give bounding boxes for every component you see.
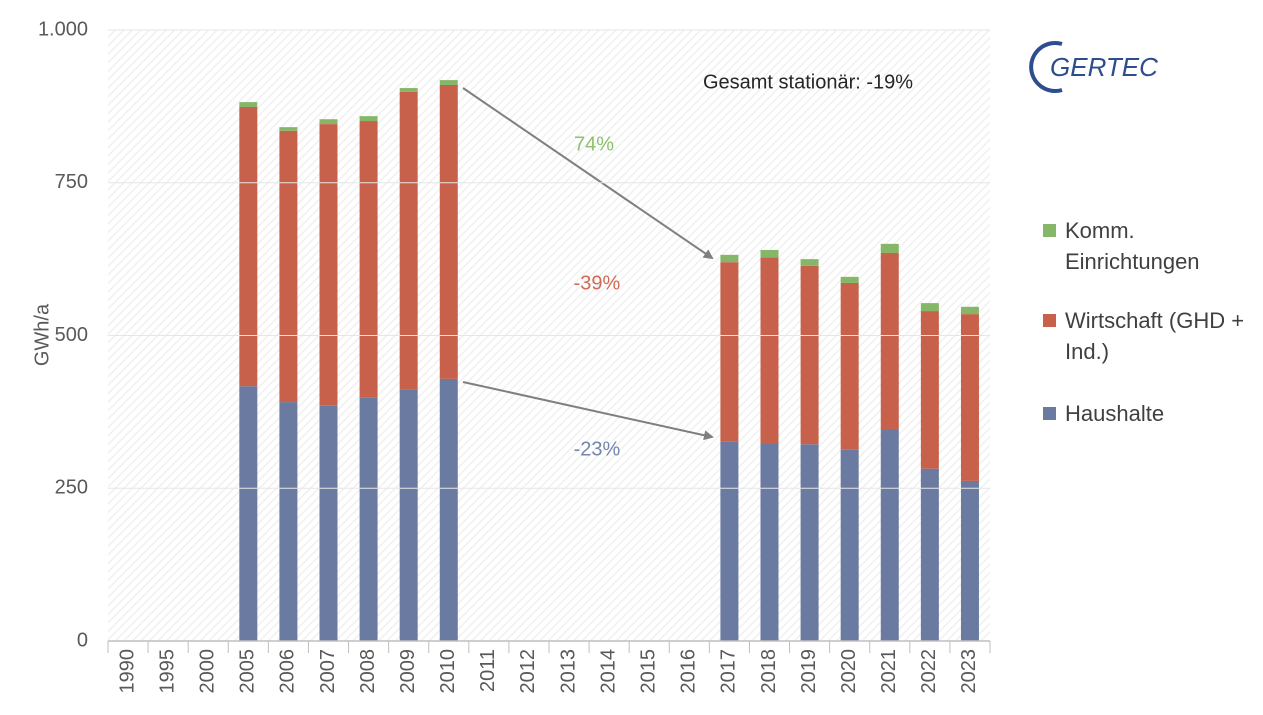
bar-segment (279, 127, 298, 131)
bar-segment (319, 119, 338, 125)
bar-segment (359, 397, 378, 641)
x-tick-label: 2015 (638, 649, 660, 694)
bar-segment (840, 276, 859, 283)
bar-segment (920, 311, 939, 469)
legend-label: Wirtschaft (GHD + Ind.) (1065, 308, 1245, 364)
x-tick-label: 2019 (798, 649, 820, 694)
bar-segment (279, 130, 298, 403)
x-tick-label: 2008 (357, 649, 379, 694)
x-tick-label: 2017 (718, 649, 740, 694)
x-tick-label: 1990 (116, 649, 138, 694)
legend-item: Komm. Einrichtungen (1043, 215, 1258, 277)
bar-segment (880, 253, 899, 429)
bar-segment (279, 402, 298, 641)
bar-segment (439, 80, 458, 85)
bar-segment (840, 282, 859, 450)
x-tick-label: 2022 (918, 649, 940, 694)
y-tick-label: 1.000 (38, 18, 88, 40)
bar-segment (960, 480, 979, 641)
y-tick-label: 0 (77, 629, 88, 651)
bar-segment (239, 106, 258, 387)
legend-item: Haushalte (1043, 398, 1258, 429)
annotation: Gesamt stationär: -19% (703, 71, 913, 93)
x-tick-label: 2012 (517, 649, 539, 694)
bar-segment (399, 91, 418, 390)
bar-segment (359, 121, 378, 398)
x-tick-label: 2010 (437, 649, 459, 694)
bar-segment (760, 249, 779, 258)
legend-label: Haushalte (1065, 401, 1165, 426)
bar-segment (920, 303, 939, 312)
legend-label: Komm. Einrichtungen (1065, 218, 1200, 274)
x-tick-label: 2005 (237, 649, 259, 694)
bar-segment (760, 257, 779, 444)
bar-segment (319, 405, 338, 641)
x-tick-label: 2023 (958, 649, 980, 694)
y-tick-label: 750 (55, 171, 88, 193)
bar-segment (439, 378, 458, 641)
bar-segment (720, 254, 739, 263)
x-tick-label: 2007 (317, 649, 339, 694)
bar-segment (960, 306, 979, 315)
legend-swatch (1043, 407, 1056, 420)
x-tick-label: 2020 (838, 649, 860, 694)
x-tick-label: 2009 (397, 649, 419, 694)
bar-segment (840, 449, 859, 641)
x-tick-label: 2014 (597, 649, 619, 694)
bar-segment (239, 102, 258, 107)
bar-segment (800, 444, 819, 641)
bar-segment (880, 243, 899, 254)
bar-segment (760, 443, 779, 641)
arrow (462, 87, 714, 260)
legend-swatch (1043, 314, 1056, 327)
x-tick-label: 2021 (878, 649, 900, 694)
logo: GERTEC (1050, 52, 1158, 82)
bar-segment (359, 116, 378, 122)
x-tick-label: 1995 (156, 649, 178, 694)
annotation: 74% (574, 133, 614, 155)
x-tick-label: 2018 (758, 649, 780, 694)
y-tick-label: 250 (55, 477, 88, 499)
bar-segment (880, 428, 899, 641)
bar-segment (399, 389, 418, 641)
bar-segment (960, 314, 979, 481)
bar-segment (920, 468, 939, 641)
bar-segment (399, 88, 418, 92)
bar-segment (720, 262, 739, 442)
x-tick-label: 2006 (277, 649, 299, 694)
annotation: -39% (574, 272, 621, 294)
bar-segment (800, 265, 819, 445)
x-tick-label: 2000 (197, 649, 219, 694)
x-tick-label: 2013 (557, 649, 579, 694)
y-tick-label: 500 (55, 324, 88, 346)
bar-segment (239, 386, 258, 641)
arrow (462, 381, 714, 441)
legend-item: Wirtschaft (GHD + Ind.) (1043, 305, 1258, 367)
bar-segment (720, 441, 739, 641)
bar-segment (800, 259, 819, 266)
bar-segment (439, 84, 458, 379)
bar-segment (319, 124, 338, 406)
x-tick-label: 2011 (477, 649, 499, 692)
y-axis-label: GWh/a (31, 303, 53, 366)
legend-swatch (1043, 224, 1056, 237)
x-tick-label: 2016 (678, 649, 700, 694)
annotation: -23% (574, 438, 621, 460)
logo-mark (1029, 41, 1063, 93)
